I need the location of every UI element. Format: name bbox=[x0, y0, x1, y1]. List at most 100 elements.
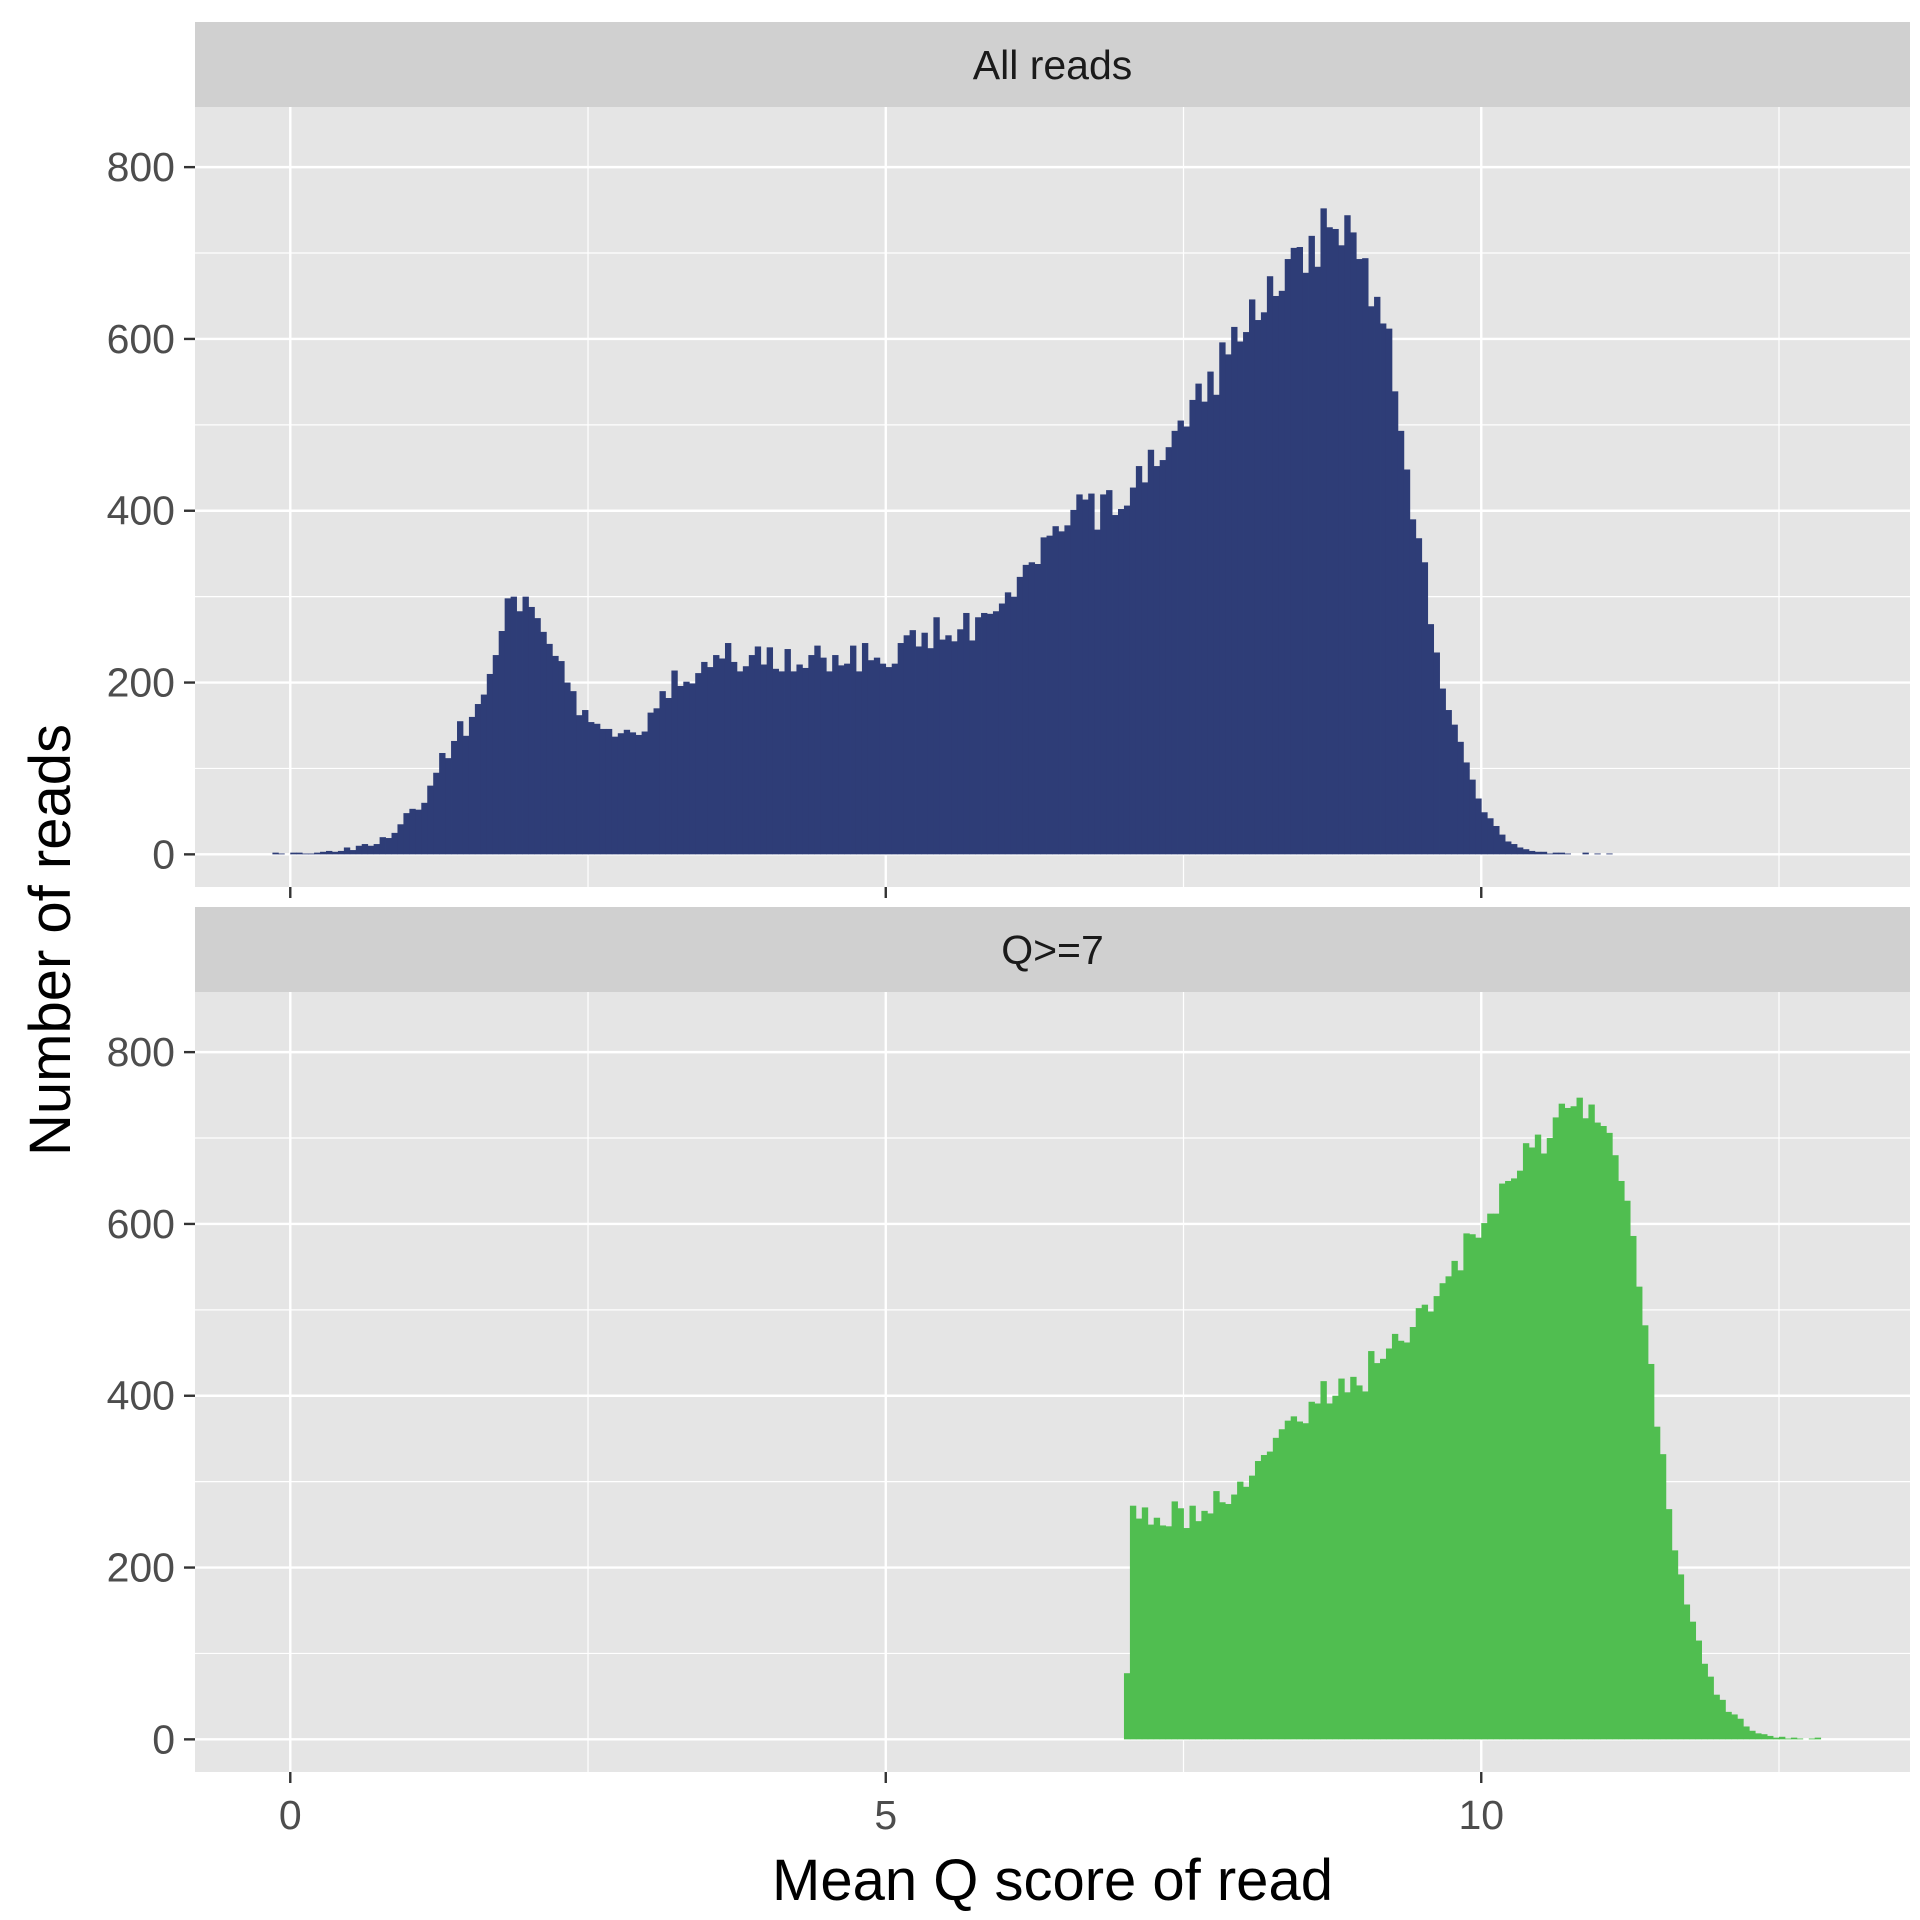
histogram-bar bbox=[1088, 493, 1095, 855]
histogram-bar bbox=[1534, 851, 1542, 855]
histogram-bar bbox=[1534, 1134, 1542, 1740]
histogram-bar bbox=[1243, 1486, 1250, 1740]
histogram-bar bbox=[1010, 596, 1018, 855]
histogram-bar bbox=[1773, 1737, 1780, 1740]
histogram-bar bbox=[1159, 1525, 1167, 1740]
histogram-bar bbox=[349, 850, 357, 855]
y-tick-label: 600 bbox=[107, 1201, 175, 1247]
histogram-bar bbox=[814, 645, 821, 855]
histogram-bar bbox=[1076, 494, 1083, 855]
y-tick-label: 800 bbox=[107, 1029, 175, 1075]
histogram-bar bbox=[451, 740, 458, 855]
histogram-bar bbox=[1219, 342, 1226, 855]
histogram-bar bbox=[564, 682, 571, 855]
histogram-bar bbox=[1600, 1126, 1607, 1740]
histogram-bar bbox=[885, 667, 893, 855]
histogram-bar bbox=[1737, 1718, 1744, 1740]
y-axis-title: Number of reads bbox=[18, 724, 83, 1156]
facet-strip-label: All reads bbox=[973, 42, 1133, 88]
y-axis: 0 200 400 600 800 bbox=[107, 144, 195, 877]
histogram-bar bbox=[1564, 1107, 1571, 1740]
histogram-bar bbox=[1284, 1420, 1292, 1740]
histogram-bar bbox=[986, 613, 994, 855]
histogram-bar bbox=[921, 632, 928, 855]
histogram-bar bbox=[480, 694, 488, 855]
histogram-bar bbox=[1731, 1714, 1738, 1740]
histogram-bar bbox=[1713, 1694, 1720, 1740]
histogram-bar bbox=[391, 832, 398, 855]
histogram-bar bbox=[1522, 1143, 1530, 1740]
x-tick-label: 0 bbox=[279, 1792, 302, 1838]
histogram-bar bbox=[1475, 798, 1482, 855]
histogram-bar bbox=[1380, 1358, 1387, 1740]
y-tick-label: 0 bbox=[152, 831, 175, 877]
histogram-bar bbox=[1225, 354, 1232, 855]
histogram-bar bbox=[903, 635, 910, 855]
histogram-bar bbox=[992, 611, 1000, 855]
histogram-bar bbox=[510, 596, 517, 855]
histogram-bar bbox=[1374, 296, 1381, 855]
histogram-bar bbox=[1665, 1509, 1673, 1740]
histogram-bar bbox=[1368, 1351, 1375, 1740]
histogram-bar bbox=[909, 630, 916, 855]
histogram-bar bbox=[1415, 1308, 1423, 1740]
histogram-bar bbox=[361, 844, 369, 855]
histogram-bar bbox=[1153, 1517, 1161, 1740]
histogram-bar bbox=[1618, 1180, 1625, 1740]
histogram-bar bbox=[695, 673, 702, 855]
histogram-bar bbox=[1278, 290, 1286, 855]
histogram-bar bbox=[534, 618, 541, 855]
histogram-bar bbox=[1451, 1260, 1458, 1740]
histogram-bar bbox=[1606, 853, 1613, 855]
histogram-bar bbox=[397, 824, 404, 855]
histogram-bar bbox=[1314, 1403, 1321, 1740]
histogram-bar bbox=[1350, 232, 1357, 855]
histogram-bar bbox=[1302, 272, 1309, 855]
histogram-bar bbox=[1671, 1550, 1679, 1740]
histogram-bar bbox=[337, 850, 345, 855]
histogram-bar bbox=[975, 617, 982, 855]
histogram-bar bbox=[1201, 1510, 1208, 1740]
histogram-bar bbox=[1796, 1738, 1804, 1740]
histogram-bar bbox=[1070, 509, 1077, 855]
histogram-bar bbox=[1320, 208, 1327, 855]
histogram-bar bbox=[1201, 401, 1208, 855]
histogram-bar bbox=[1433, 652, 1440, 855]
histogram-bar bbox=[1046, 535, 1053, 855]
histogram-bar bbox=[1624, 1200, 1631, 1740]
histogram-bar bbox=[1332, 1395, 1339, 1740]
histogram-bar bbox=[1457, 741, 1464, 855]
histogram-bar bbox=[1481, 1223, 1488, 1740]
histogram-bar bbox=[1493, 1213, 1500, 1740]
histogram-bar bbox=[1522, 849, 1530, 855]
histogram-bar bbox=[820, 657, 827, 855]
histogram-bar bbox=[1391, 391, 1399, 855]
histogram-bar bbox=[1213, 1491, 1220, 1740]
histogram-bar bbox=[1058, 531, 1065, 855]
histogram-bar bbox=[1695, 1640, 1702, 1740]
histogram-bar bbox=[1100, 494, 1107, 855]
histogram-bar bbox=[1689, 1621, 1697, 1740]
histogram-bar bbox=[1183, 1528, 1190, 1740]
histogram-bar bbox=[939, 639, 946, 855]
histogram-bar bbox=[1308, 1401, 1315, 1740]
histogram-bar bbox=[1588, 1104, 1595, 1740]
histogram-bar bbox=[838, 665, 845, 855]
histogram-bar bbox=[665, 698, 672, 855]
histogram-bar bbox=[457, 721, 464, 855]
histogram-bar bbox=[724, 643, 732, 855]
histogram-bar bbox=[671, 670, 678, 855]
histogram-bars bbox=[1123, 1097, 1822, 1740]
histogram-bar bbox=[1552, 1117, 1560, 1740]
histogram-bar bbox=[1141, 1507, 1149, 1740]
histogram-bar bbox=[522, 596, 529, 855]
histogram-bar bbox=[1463, 1233, 1470, 1740]
histogram-bar bbox=[1123, 505, 1131, 855]
histogram-bar bbox=[588, 722, 595, 855]
histogram-bar bbox=[427, 785, 434, 855]
histogram-bar bbox=[1344, 1392, 1351, 1740]
histogram-bar bbox=[1612, 1155, 1619, 1740]
histogram-bar bbox=[766, 647, 774, 855]
histogram-bar bbox=[373, 844, 381, 855]
histogram-bar bbox=[1362, 258, 1369, 855]
